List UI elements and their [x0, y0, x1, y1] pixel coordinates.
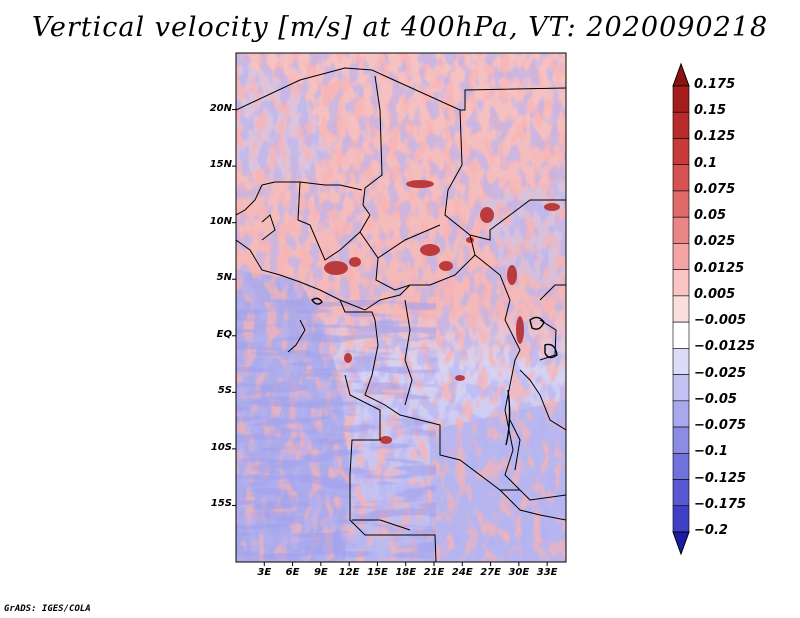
map-title: Vertical velocity [m/s] at 400hPa, VT: 2…: [31, 12, 769, 43]
colorbar-level-label: 0.005: [694, 286, 736, 302]
colorbar-top-arrow: [672, 62, 690, 87]
country-borders: [236, 67, 566, 562]
colorbar-swatch: [672, 400, 690, 428]
colorbar-level-label: 0.0125: [694, 260, 745, 276]
x-tick-label: 9E: [313, 567, 328, 578]
colorbar-level-label: 0.025: [694, 234, 736, 250]
colorbar-level-label: −0.175: [694, 496, 747, 512]
colorbar-swatch: [672, 190, 690, 218]
colorbar-level-label: −0.05: [694, 391, 737, 407]
colorbar-swatch: [672, 164, 690, 192]
colorbar-level-label: 0.1: [694, 155, 718, 171]
colorbar-level-label: 0.125: [694, 129, 736, 145]
colorbar-level-label: −0.025: [694, 365, 747, 381]
y-tick-label: 10N: [209, 215, 232, 227]
x-tick-label: 12E: [338, 567, 360, 578]
y-tick-label: 15S: [210, 498, 232, 510]
colorbar-level-label: −0.2: [694, 523, 728, 538]
colorbar-level-label: −0.005: [694, 313, 747, 329]
y-tick-label: EQ: [216, 328, 232, 340]
colorbar-swatch: [672, 479, 690, 507]
colorbar-level-label: −0.075: [694, 418, 747, 434]
colorbar-level-label: 0.075: [694, 181, 736, 197]
x-tick-label: 30E: [508, 567, 530, 578]
y-tick-label: 15N: [209, 159, 232, 171]
colorbar-swatch: [672, 111, 690, 139]
colorbar-swatch: [672, 452, 690, 480]
x-tick-label: 33E: [536, 567, 558, 578]
colorbar-swatch: [672, 321, 690, 349]
x-tick-label: 27E: [480, 567, 501, 578]
colorbar: [672, 62, 690, 556]
colorbar-swatch: [672, 295, 690, 323]
colorbar-level-label: −0.0125: [694, 339, 756, 355]
colorbar-swatch: [672, 243, 690, 270]
x-tick-label: 21E: [423, 567, 445, 578]
y-tick-label: 10S: [210, 441, 232, 453]
grads-credit: GrADS: IGES/COLA: [4, 604, 91, 614]
x-tick-label: 3E: [257, 567, 272, 578]
y-tick-label: 5N: [216, 272, 232, 284]
colorbar-swatch: [672, 374, 690, 402]
colorbar-level-label: −0.1: [694, 444, 728, 460]
colorbar-bottom-arrow: [672, 531, 690, 556]
ascent-cells: [324, 180, 560, 444]
x-tick-label: 24E: [451, 567, 473, 578]
x-tick-label: 18E: [395, 567, 417, 578]
colorbar-level-label: −0.125: [694, 470, 747, 486]
colorbar-swatch: [672, 348, 690, 375]
field-streaks: [236, 300, 436, 562]
colorbar-swatch: [672, 505, 690, 533]
axis-tickmarks: [232, 109, 548, 566]
colorbar-level-label: 0.05: [694, 208, 727, 224]
colorbar-swatch: [672, 269, 690, 297]
x-tick-label: 15E: [367, 567, 388, 578]
lakes: [311, 297, 558, 446]
y-tick-label: 5S: [217, 385, 232, 397]
x-tick-label: 6E: [285, 567, 300, 578]
colorbar-swatch: [672, 426, 690, 454]
colorbar-swatch: [672, 216, 690, 244]
colorbar-swatch: [672, 85, 690, 113]
colorbar-level-label: 0.175: [694, 77, 736, 92]
plot-frame: [235, 52, 567, 563]
colorbar-swatch: [672, 138, 690, 166]
velocity-field: [236, 53, 566, 562]
y-tick-label: 20N: [209, 102, 232, 114]
colorbar-level-label: 0.15: [694, 103, 727, 119]
